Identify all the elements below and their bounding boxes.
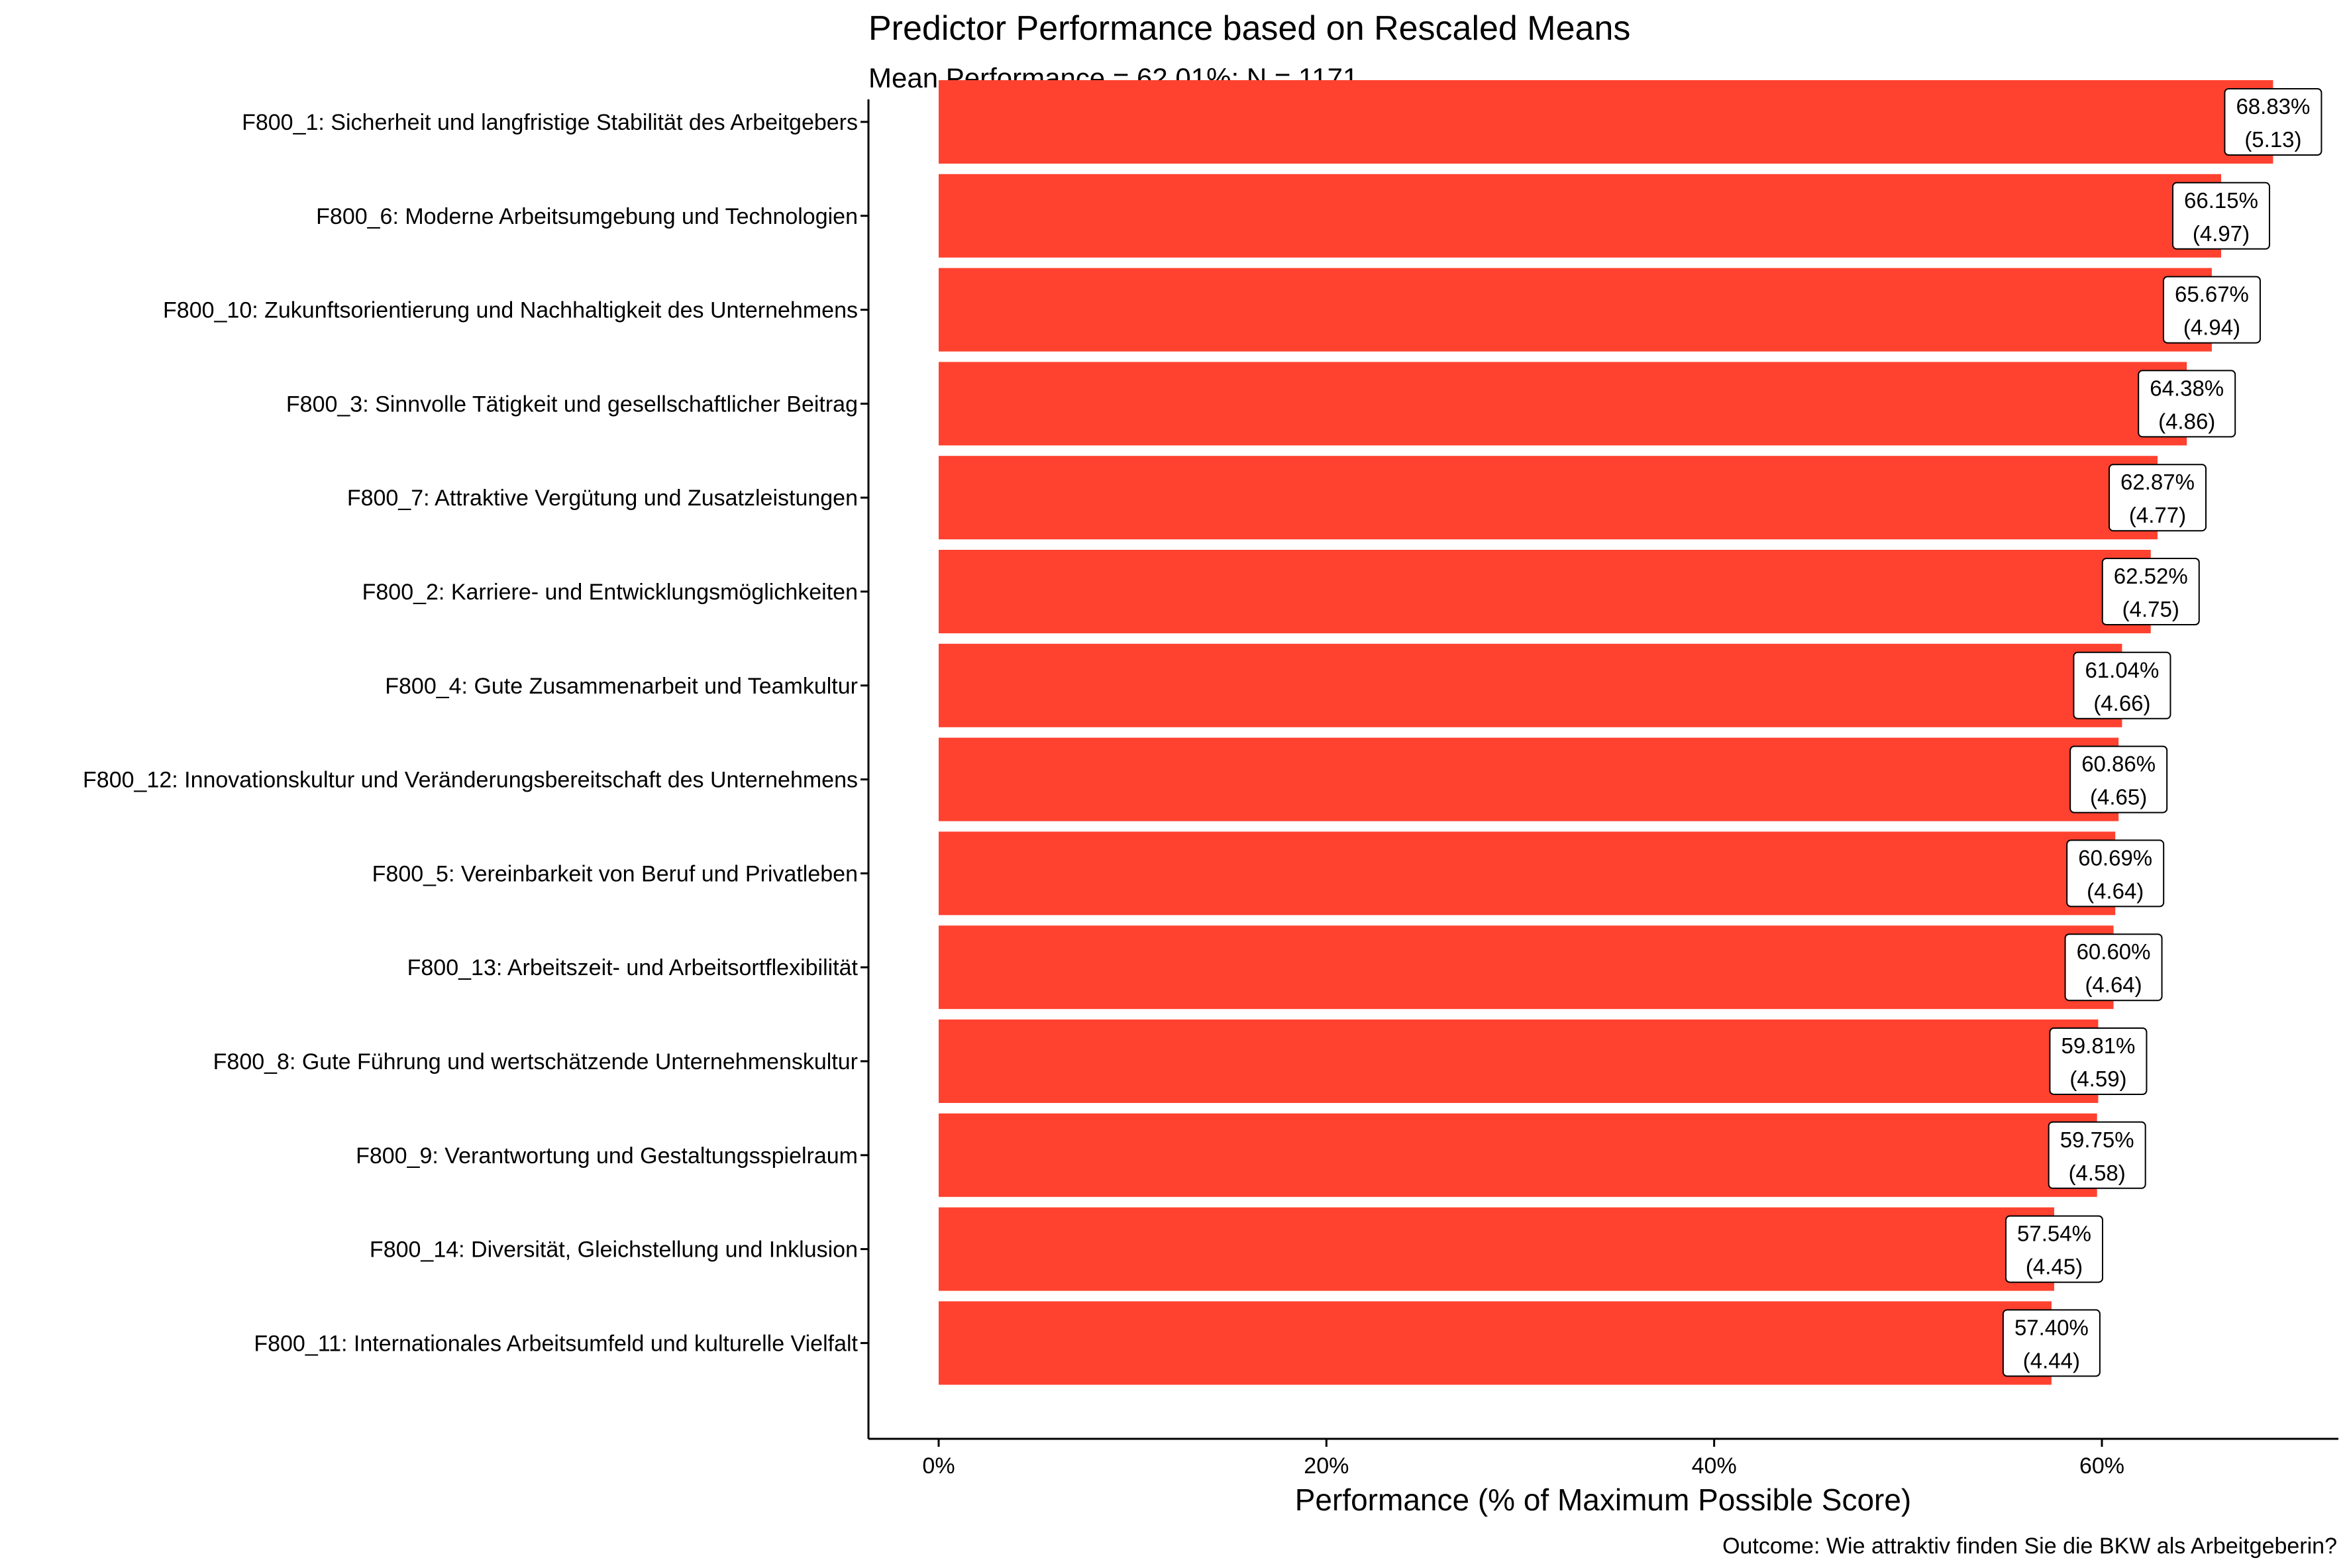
y-tick-label: F800_11: Internationales Arbeitsumfeld u… xyxy=(254,1331,858,1356)
bar xyxy=(939,362,2187,446)
x-axis-ticks: 0% 20% 40% 60% xyxy=(922,1439,2124,1479)
bar xyxy=(939,1207,2055,1291)
data-label-mean: (4.66) xyxy=(2093,691,2150,715)
data-label-value: 57.40% xyxy=(2014,1315,2089,1339)
bar xyxy=(939,174,2221,258)
chart-caption: Outcome: Wie attraktiv finden Sie die BK… xyxy=(1722,1534,2337,1559)
data-label-mean: (4.44) xyxy=(2023,1348,2080,1373)
y-tick-label: F800_14: Diversität, Gleichstellung und … xyxy=(370,1237,858,1263)
data-label-value: 64.38% xyxy=(2150,376,2224,400)
bar xyxy=(939,831,2116,915)
y-tick-label: F800_6: Moderne Arbeitsumgebung und Tech… xyxy=(316,204,858,229)
bar xyxy=(939,456,2158,540)
data-label-value: 59.75% xyxy=(2060,1127,2134,1152)
data-label-box xyxy=(2073,651,2171,719)
y-axis-labels: F800_1: Sicherheit und langfristige Stab… xyxy=(83,110,868,1356)
y-tick-label: F800_9: Verantwortung und Gestaltungsspi… xyxy=(356,1143,858,1169)
data-label-mean: (4.77) xyxy=(2129,503,2186,527)
data-label-box xyxy=(2108,464,2207,532)
y-tick-label: F800_13: Arbeitszeit- und Arbeitsortflex… xyxy=(407,955,859,980)
x-tick-label: 0% xyxy=(922,1453,955,1479)
data-label-box xyxy=(2171,182,2270,250)
data-label-mean: (4.75) xyxy=(2122,597,2179,621)
data-label-value: 62.87% xyxy=(2120,470,2195,494)
data-label-value: 66.15% xyxy=(2184,188,2258,213)
bar xyxy=(939,737,2119,821)
data-label-value: 65.67% xyxy=(2175,282,2249,307)
bar xyxy=(939,643,2122,727)
bar xyxy=(939,1019,2099,1103)
data-label-box xyxy=(2005,1215,2104,1283)
data-label-box xyxy=(2002,1309,2101,1377)
data-label-box xyxy=(2162,276,2261,344)
y-tick-label: F800_1: Sicherheit und langfristige Stab… xyxy=(242,110,858,135)
bar xyxy=(939,80,2273,164)
data-label-value: 62.52% xyxy=(2114,564,2188,588)
bar xyxy=(939,925,2114,1010)
data-label-mean: (4.59) xyxy=(2069,1067,2126,1091)
data-label-box xyxy=(2069,745,2168,813)
data-label-box xyxy=(2049,1027,2148,1095)
data-label-mean: (4.45) xyxy=(2026,1255,2083,1279)
bar xyxy=(939,268,2212,352)
data-label-box xyxy=(2101,558,2200,625)
y-tick-label: F800_4: Gute Zusammenarbeit und Teamkult… xyxy=(385,674,858,699)
data-label-mean: (5.13) xyxy=(2244,127,2301,152)
data-labels: 68.83% (5.13) 66.15% (4.97) 65.67% (4.94) 64.3… xyxy=(2002,88,2322,1377)
data-label-mean: (4.94) xyxy=(2183,315,2240,340)
data-label-value: 57.54% xyxy=(2017,1222,2091,1246)
data-label-mean: (4.65) xyxy=(2090,785,2147,810)
data-label-value: 68.83% xyxy=(2236,94,2310,119)
data-label-mean: (4.64) xyxy=(2085,972,2142,997)
data-label-box xyxy=(2048,1121,2146,1189)
y-tick-label: F800_2: Karriere- und Entwicklungsmöglic… xyxy=(362,580,858,605)
data-label-mean: (4.97) xyxy=(2193,221,2250,246)
data-label-value: 59.81% xyxy=(2061,1033,2135,1058)
bar xyxy=(939,550,2151,633)
data-label-value: 61.04% xyxy=(2085,658,2159,682)
data-label-box xyxy=(2138,370,2236,438)
y-tick-label: F800_5: Vereinbarkeit von Beruf und Priv… xyxy=(372,861,858,886)
data-label-box xyxy=(2066,839,2165,908)
data-label-mean: (4.86) xyxy=(2158,409,2215,433)
bars-layer xyxy=(939,80,2273,1385)
y-tick-label: F800_7: Attraktive Vergütung und Zusatzl… xyxy=(347,486,858,511)
x-axis-title: Performance (% of Maximum Possible Score… xyxy=(1295,1483,1912,1517)
data-label-value: 60.60% xyxy=(2077,939,2151,964)
chart-title: Predictor Performance based on Rescaled … xyxy=(868,9,1630,48)
y-tick-label: F800_8: Gute Führung und wertschätzende … xyxy=(213,1049,858,1074)
x-tick-label: 20% xyxy=(1304,1453,1349,1479)
data-label-mean: (4.64) xyxy=(2087,878,2144,903)
data-label-value: 60.86% xyxy=(2081,752,2156,776)
y-tick-label: F800_12: Innovationskultur und Veränderu… xyxy=(83,768,858,793)
x-tick-label: 40% xyxy=(1692,1453,1737,1479)
data-label-mean: (4.58) xyxy=(2069,1161,2126,1185)
data-label-value: 60.69% xyxy=(2078,845,2152,870)
data-label-box xyxy=(2064,933,2163,1002)
y-tick-label: F800_10: Zukunftsorientierung und Nachha… xyxy=(163,298,858,323)
bar xyxy=(939,1301,2052,1385)
x-tick-label: 60% xyxy=(2079,1453,2124,1479)
y-tick-label: F800_3: Sinnvolle Tätigkeit und gesellsc… xyxy=(286,392,858,417)
data-label-box xyxy=(2224,88,2322,156)
bar xyxy=(939,1113,2097,1197)
